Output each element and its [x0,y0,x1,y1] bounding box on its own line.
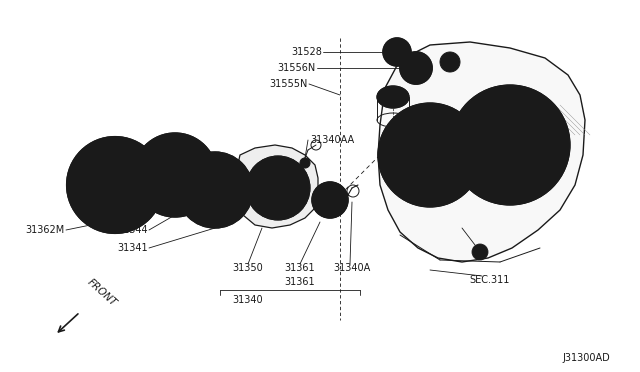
Circle shape [270,180,286,196]
Text: 31350: 31350 [232,263,264,273]
Circle shape [383,38,411,66]
Circle shape [488,123,532,167]
Circle shape [450,85,570,205]
Text: 31341: 31341 [117,243,148,253]
Circle shape [312,182,348,218]
Text: FRONT: FRONT [85,277,118,308]
Text: 31340A: 31340A [333,263,371,273]
Text: 31361: 31361 [285,263,316,273]
Circle shape [472,244,488,260]
Circle shape [288,183,298,193]
Text: SEC.311: SEC.311 [470,275,510,285]
Ellipse shape [377,86,409,108]
Circle shape [157,157,193,193]
Text: 31555N: 31555N [269,79,308,89]
Circle shape [133,133,217,217]
Circle shape [400,52,432,84]
Text: J31300AD: J31300AD [563,353,610,363]
Circle shape [167,167,183,183]
Circle shape [440,52,460,72]
Circle shape [282,171,292,181]
Circle shape [259,176,269,186]
Circle shape [258,168,298,208]
Circle shape [246,156,310,220]
Circle shape [300,158,310,168]
Text: 31344: 31344 [117,225,148,235]
Text: 31340AA: 31340AA [310,135,354,145]
Circle shape [282,195,292,205]
Text: 31362M: 31362M [26,225,65,235]
Circle shape [269,198,280,208]
Text: 31340: 31340 [233,295,263,305]
Text: 31361: 31361 [285,277,316,287]
Circle shape [269,169,280,179]
Circle shape [67,137,163,233]
Circle shape [177,152,253,228]
Text: 31556N: 31556N [278,63,316,73]
Polygon shape [378,42,585,262]
Polygon shape [235,145,318,228]
Circle shape [259,189,269,199]
Circle shape [378,103,482,207]
Text: 31528: 31528 [291,47,322,57]
